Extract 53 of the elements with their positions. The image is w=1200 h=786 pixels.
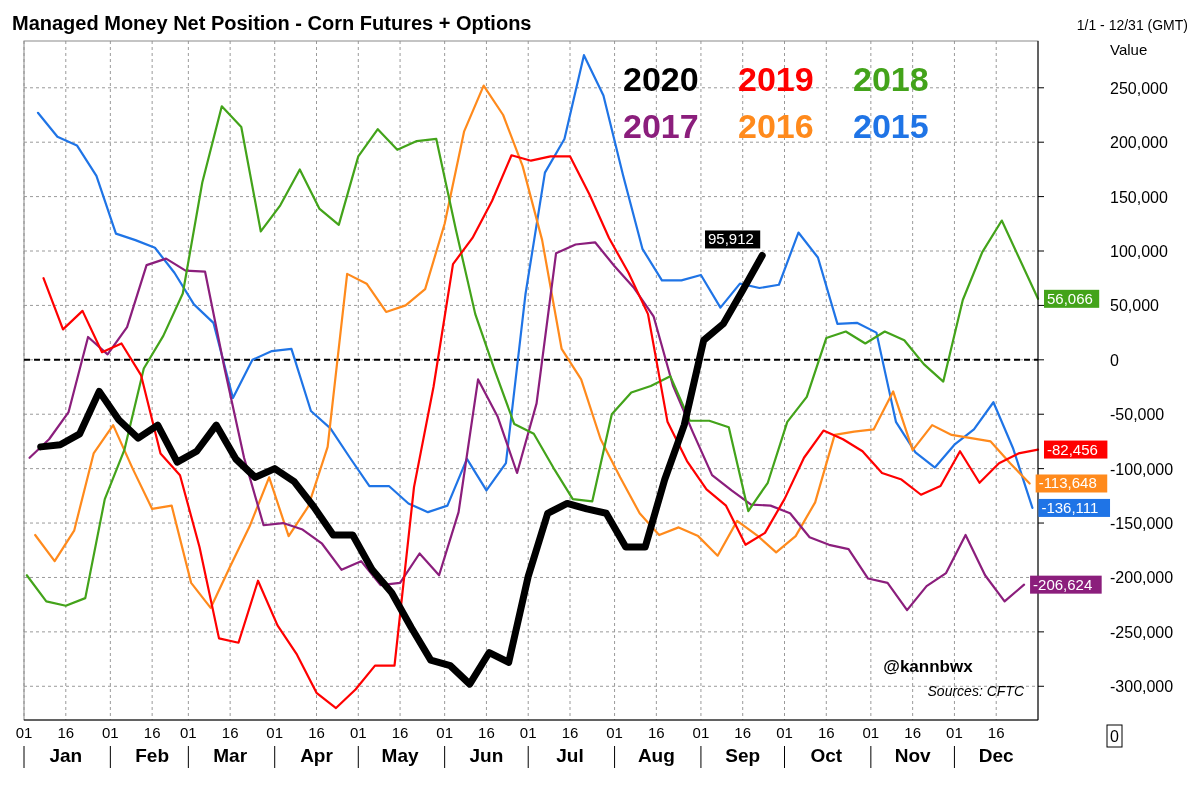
- annotation: @kannbwx: [883, 657, 974, 676]
- y-tick-label: -50,000: [1110, 406, 1165, 424]
- data-label: -206,624: [1033, 575, 1093, 593]
- data-label: -136,111: [1041, 498, 1099, 516]
- x-tick-label: 16 Aug: [637, 724, 675, 766]
- text: 2018: [853, 60, 929, 98]
- y-tick-label: 250,000: [1110, 79, 1168, 97]
- y-tick-label: -250,000: [1110, 623, 1174, 641]
- x-tick-label: 16 Dec: [978, 724, 1015, 766]
- x-tick-label: 01: [180, 724, 197, 741]
- y-tick-label: 100,000: [1110, 243, 1168, 261]
- text: 1/1 - 12/31 (GMT): [1076, 17, 1188, 33]
- x-tick-label: 16 Mar: [213, 724, 248, 766]
- y-tick-label: -200,000: [1110, 569, 1174, 587]
- x-tick-label: 01: [436, 724, 453, 741]
- data-label: 56,066: [1047, 289, 1093, 307]
- x-tick-label: 01: [606, 724, 623, 741]
- x-tick-label: 16 Sep: [725, 724, 761, 766]
- text: 2017: [623, 107, 699, 145]
- x-tick-label: 01: [946, 724, 963, 741]
- annotation: Sources: CFTC: [927, 683, 1025, 699]
- x-tick-label: 01: [692, 724, 710, 741]
- y-tick-label: -150,000: [1110, 515, 1174, 533]
- y-axis-title: Value: [1110, 41, 1148, 58]
- data-label: 95,912: [708, 230, 754, 248]
- x-tick-label: 01: [266, 724, 284, 741]
- x-tick-label: 01: [15, 724, 33, 741]
- data-label: -113,648: [1038, 474, 1097, 492]
- text: 2020: [623, 60, 699, 98]
- y-tick-label: 50,000: [1110, 297, 1160, 315]
- chart-title: Managed Money Net Position - Corn Futures + Options: [12, 12, 532, 34]
- x-tick-label: 16 Feb: [135, 724, 170, 766]
- y-tick-label: 0: [1110, 351, 1119, 369]
- x-tick-label: 01: [349, 724, 367, 741]
- x-tick-label: 01: [519, 724, 537, 741]
- x-tick-label: 16 Nov: [894, 724, 932, 766]
- text: 2016: [738, 107, 814, 145]
- x-tick-label: 01: [862, 724, 880, 741]
- x-tick-label: 16 Oct: [810, 724, 843, 766]
- x-tick-label: 01: [776, 724, 793, 741]
- y-tick-label: 200,000: [1110, 134, 1168, 152]
- text: 2015: [853, 107, 929, 145]
- text: 2019: [738, 60, 814, 98]
- y-tick-label: -100,000: [1110, 460, 1174, 478]
- x-tick-label: 16 Jun: [469, 724, 504, 766]
- data-label: -82,456: [1047, 440, 1098, 458]
- y-tick-label: -300,000: [1110, 678, 1174, 696]
- x-tick-label: 16 Apr: [300, 724, 334, 766]
- x-tick-label: 01: [102, 724, 119, 741]
- x-tick-label: 16 Jul: [556, 724, 584, 766]
- x-tick-label: 16 Jan: [49, 724, 83, 766]
- y-tick-label: 150,000: [1110, 188, 1168, 206]
- x-tick-label: 16 May: [381, 724, 419, 766]
